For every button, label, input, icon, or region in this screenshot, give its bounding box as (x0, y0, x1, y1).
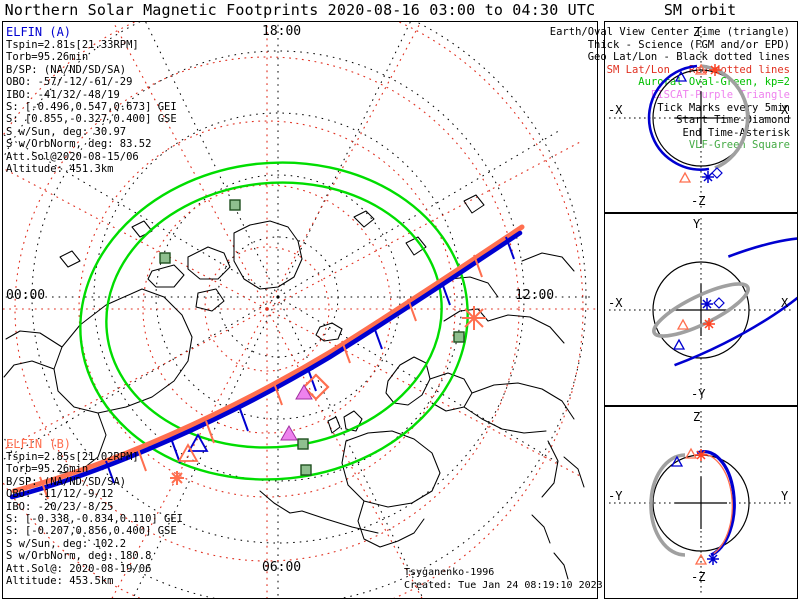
orbit-marker-triangle-blue (670, 455, 684, 467)
orbit3-label-down: -Z (691, 570, 706, 584)
mlt-label-right: 12:00 (515, 288, 555, 303)
track-elfin-a (9, 230, 523, 500)
earth-cross (675, 284, 727, 336)
elfin-b-line: Torb=95.26min (6, 463, 89, 476)
earth-cross (675, 92, 727, 144)
legend-item-end-time: End Time-Asterisk (682, 126, 790, 139)
footprint-map[interactable] (2, 21, 598, 599)
orbit-trace-red (698, 453, 733, 555)
elfin-a-line: B/SP: (NA/ND/SD/SA) (6, 63, 127, 76)
elfin-b-line: Att.Sol@: 2020-08-19/06 (6, 562, 152, 575)
orbit2-label-down: -Y (691, 387, 706, 401)
geo-grid (2, 21, 594, 599)
elfin-a-line: S: [0.855,-0.327,0.400] GSE (6, 113, 177, 126)
elfin-a-line: S: [-0.496,0.547,0.673] GEI (6, 101, 177, 114)
orbit-panel-yz[interactable] (604, 406, 798, 599)
end-time-asterisk (170, 306, 486, 485)
elfin-b-line: B/SP: (NA/ND/SD/SA) (6, 475, 127, 488)
elfin-a-line: Altitude: 451.3km (6, 163, 114, 176)
tick-marks-a (105, 236, 515, 484)
model-name: Tsyganenko-1996 (404, 567, 495, 578)
orbit-marker-diamond (713, 297, 725, 309)
elfin-b-label: ELFIN (B) (6, 437, 72, 451)
elfin-b-line: Tspin=2.85s[21.02RPM] (6, 451, 139, 463)
legend-item-thick-science: Thick - Science (FGM and/or EPD) (587, 38, 790, 51)
orbit-marker-diamond (711, 167, 723, 179)
orbit-marker-triangle-red (678, 63, 708, 183)
orbit-marker-asterisk (703, 318, 715, 330)
elfin-a-line: IBO: -41/32/-48/19 (6, 88, 120, 101)
orbit-trace-blue (696, 449, 736, 557)
orbit2-label-left: -X (608, 296, 623, 310)
legend-item-eiscat: EISCAT-Purple Triangle (650, 88, 790, 101)
mlt-label-bottom: 06:00 (262, 560, 302, 575)
orbit-marker-star-blue (707, 553, 719, 565)
elfin-b-line: S w/Sun, deg: 102.2 (6, 537, 127, 550)
orbit-trace-blue (647, 64, 710, 171)
orbit-marker-star-blue (701, 298, 713, 310)
orbit3-label-right: Y (781, 489, 789, 503)
elfin-a-line: OBO: -57/-12/-61/-29 (6, 76, 133, 89)
orbit1-label-up: Z (693, 25, 701, 39)
orbit-marker-asterisk (695, 449, 707, 461)
legend-item-geo-grid: Geo Lat/Lon - Black dotted lines (587, 51, 790, 64)
start-time-diamond (302, 373, 330, 401)
orbit3-label-left: -Y (608, 489, 623, 503)
mlt-label-top: 18:00 (262, 24, 302, 39)
orbit-marker-star-blue (702, 171, 714, 183)
elfin-b-line: S: [-0.207,0.856,0.400] GSE (6, 525, 177, 538)
orbit1-label-left: -X (608, 103, 623, 117)
map-frame (2, 21, 598, 599)
elfin-b-line: OBO: -11/12/-9/12 (6, 488, 114, 501)
vlf-site (159, 199, 465, 476)
orbit1-label-right: X (781, 103, 789, 117)
orbit3-label-up: Z (693, 410, 701, 424)
orbit-trace-gray (649, 453, 686, 557)
orbit-marker-triangle-red (684, 447, 708, 565)
elfin-a-line: Torb=95.26min (6, 51, 89, 64)
orbit-marker-triangle-blue (674, 70, 688, 82)
orbit2-label-right: X (781, 296, 789, 310)
orbit-marker-triangle-red (676, 318, 690, 330)
sm-orbit-title: SM orbit (663, 1, 737, 19)
elfin-a-label: ELFIN (A) (6, 25, 72, 39)
view-center-triangle (187, 433, 209, 452)
eiscat-site (280, 383, 313, 441)
orbit-panel-xy[interactable] (604, 213, 798, 406)
orbit-trace-blue (674, 236, 797, 367)
orbit-panel-xz[interactable] (604, 21, 798, 213)
elfin-a-line: S w/OrbNorm, deg: 83.52 (6, 138, 152, 151)
orbit-marker-asterisk (709, 64, 721, 76)
track-elfin-b (11, 224, 525, 494)
view-center-triangle-b (177, 443, 199, 462)
earth-circle (652, 261, 750, 359)
elfin-b-info: ELFIN (B) Tspin=2.85s[21.02RPM] Torb=95.… (6, 437, 183, 587)
legend-item-start-time: Start Time-Diamond (676, 114, 790, 127)
legend-item-tick-marks: Tick Marks every 5min (657, 101, 790, 114)
orbit1-label-down: -Z (691, 194, 706, 208)
created-timestamp: Created: Tue Jan 24 08:19:10 2023 (404, 579, 603, 591)
elfin-a-line: S w/Sun, deg: 30.97 (6, 125, 127, 138)
auroral-oval (79, 161, 469, 481)
elfin-a-line: Att.Sol@2020-08-15/06 (6, 150, 139, 163)
tick-marks-b (39, 254, 483, 500)
orbit2-label-up: Y (693, 217, 701, 231)
earth-cross (675, 477, 727, 529)
elfin-a-info: ELFIN (A) Tspin=2.81s[21.33RPM] Torb=95.… (6, 25, 177, 175)
elfin-b-line: IBO: -20/23/-8/25 (6, 500, 114, 513)
elfin-a-line: Tspin=2.81s[21.33RPM] (6, 39, 139, 51)
legend-item-center-time: Earth/Oval View Center Time (triangle) (549, 26, 790, 38)
page-title: Northern Solar Magnetic Footprints 2020-… (4, 1, 596, 19)
mlt-label-left: 00:00 (6, 288, 46, 303)
elfin-b-line: S: [-0.338,-0.834,0.110] GEI (6, 513, 184, 526)
elfin-b-line: S w/OrbNorm, deg: 180.8 (6, 550, 152, 563)
orbit-marker-triangle-blue (672, 338, 686, 350)
elfin-b-line: Altitude: 453.5km (6, 575, 114, 588)
credit-block: Tsyganenko-1996 Created: Tue Jan 24 08:1… (404, 567, 603, 592)
orbit-trace-gray (700, 64, 750, 170)
